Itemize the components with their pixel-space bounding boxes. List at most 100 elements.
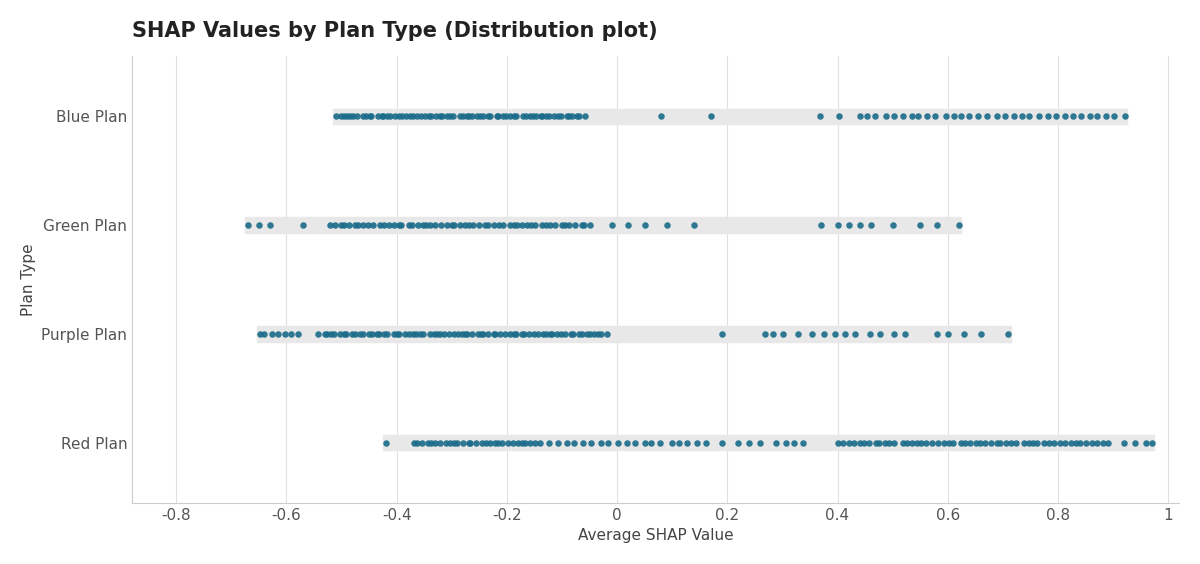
Text: SHAP Values by Plan Type (Distribution plot): SHAP Values by Plan Type (Distribution p… — [132, 21, 658, 41]
Point — [1004, 112, 1024, 121]
Point — [407, 112, 426, 121]
Point — [833, 438, 852, 447]
Point — [794, 438, 814, 447]
Point — [635, 221, 654, 230]
Point — [490, 221, 509, 230]
Point — [353, 221, 372, 230]
Point — [476, 438, 496, 447]
Point — [608, 438, 628, 447]
Point — [407, 438, 426, 447]
Point — [362, 329, 382, 338]
Point — [570, 112, 589, 121]
Point — [521, 438, 540, 447]
Point — [524, 329, 544, 338]
Point — [380, 112, 400, 121]
Point — [642, 438, 661, 447]
Point — [884, 329, 904, 338]
Point — [316, 329, 335, 338]
Point — [559, 112, 578, 121]
Point — [437, 438, 456, 447]
Point — [911, 221, 930, 230]
Point — [1024, 438, 1043, 447]
Point — [540, 438, 559, 447]
Point — [944, 112, 964, 121]
Point — [1076, 438, 1096, 447]
Point — [533, 112, 552, 121]
Point — [449, 329, 468, 338]
Point — [493, 221, 512, 230]
Point — [1056, 112, 1075, 121]
Point — [473, 112, 492, 121]
Point — [479, 221, 498, 230]
Point — [335, 221, 354, 230]
Point — [581, 329, 600, 338]
Point — [547, 329, 566, 338]
Point — [486, 329, 505, 338]
Point — [943, 438, 962, 447]
Point — [336, 329, 355, 338]
Point — [662, 438, 682, 447]
Point — [444, 112, 463, 121]
Point — [317, 329, 336, 338]
Point — [1030, 112, 1049, 121]
Point — [372, 112, 391, 121]
Point — [907, 438, 926, 447]
Point — [696, 438, 715, 447]
Point — [851, 112, 870, 121]
Point — [1094, 438, 1114, 447]
Point — [343, 112, 362, 121]
Point — [403, 112, 422, 121]
Point — [536, 329, 556, 338]
Point — [276, 329, 295, 338]
Point — [828, 438, 847, 447]
Point — [966, 438, 985, 447]
Point — [908, 112, 928, 121]
Point — [440, 438, 460, 447]
Point — [952, 438, 971, 447]
Point — [860, 221, 880, 230]
Point — [971, 438, 990, 447]
Point — [412, 112, 431, 121]
Point — [491, 329, 510, 338]
Point — [599, 438, 618, 447]
Point — [990, 438, 1009, 447]
Point — [439, 329, 458, 338]
Point — [988, 438, 1007, 447]
Point — [938, 329, 958, 338]
Point — [810, 112, 829, 121]
Point — [870, 329, 889, 338]
Point — [1027, 438, 1046, 447]
Point — [395, 329, 414, 338]
Point — [1067, 438, 1086, 447]
Point — [977, 112, 996, 121]
Point — [419, 438, 438, 447]
Point — [528, 329, 547, 338]
Point — [239, 221, 258, 230]
Point — [335, 112, 354, 121]
Point — [349, 221, 368, 230]
Point — [389, 221, 408, 230]
Point — [568, 112, 587, 121]
Point — [432, 112, 451, 121]
Point — [263, 329, 282, 338]
Point — [1044, 438, 1063, 447]
Point — [325, 221, 344, 230]
Point — [346, 329, 365, 338]
Point — [331, 112, 350, 121]
Point — [487, 112, 506, 121]
Point — [551, 329, 570, 338]
Point — [576, 112, 595, 121]
Point — [545, 112, 564, 121]
Point — [533, 329, 552, 338]
Point — [470, 112, 490, 121]
Point — [415, 112, 434, 121]
Point — [1115, 112, 1134, 121]
Point — [652, 112, 671, 121]
Point — [527, 112, 546, 121]
Point — [540, 221, 559, 230]
Point — [346, 221, 365, 230]
Point — [332, 221, 352, 230]
Point — [581, 221, 600, 230]
Point — [1080, 112, 1099, 121]
Point — [592, 438, 611, 447]
